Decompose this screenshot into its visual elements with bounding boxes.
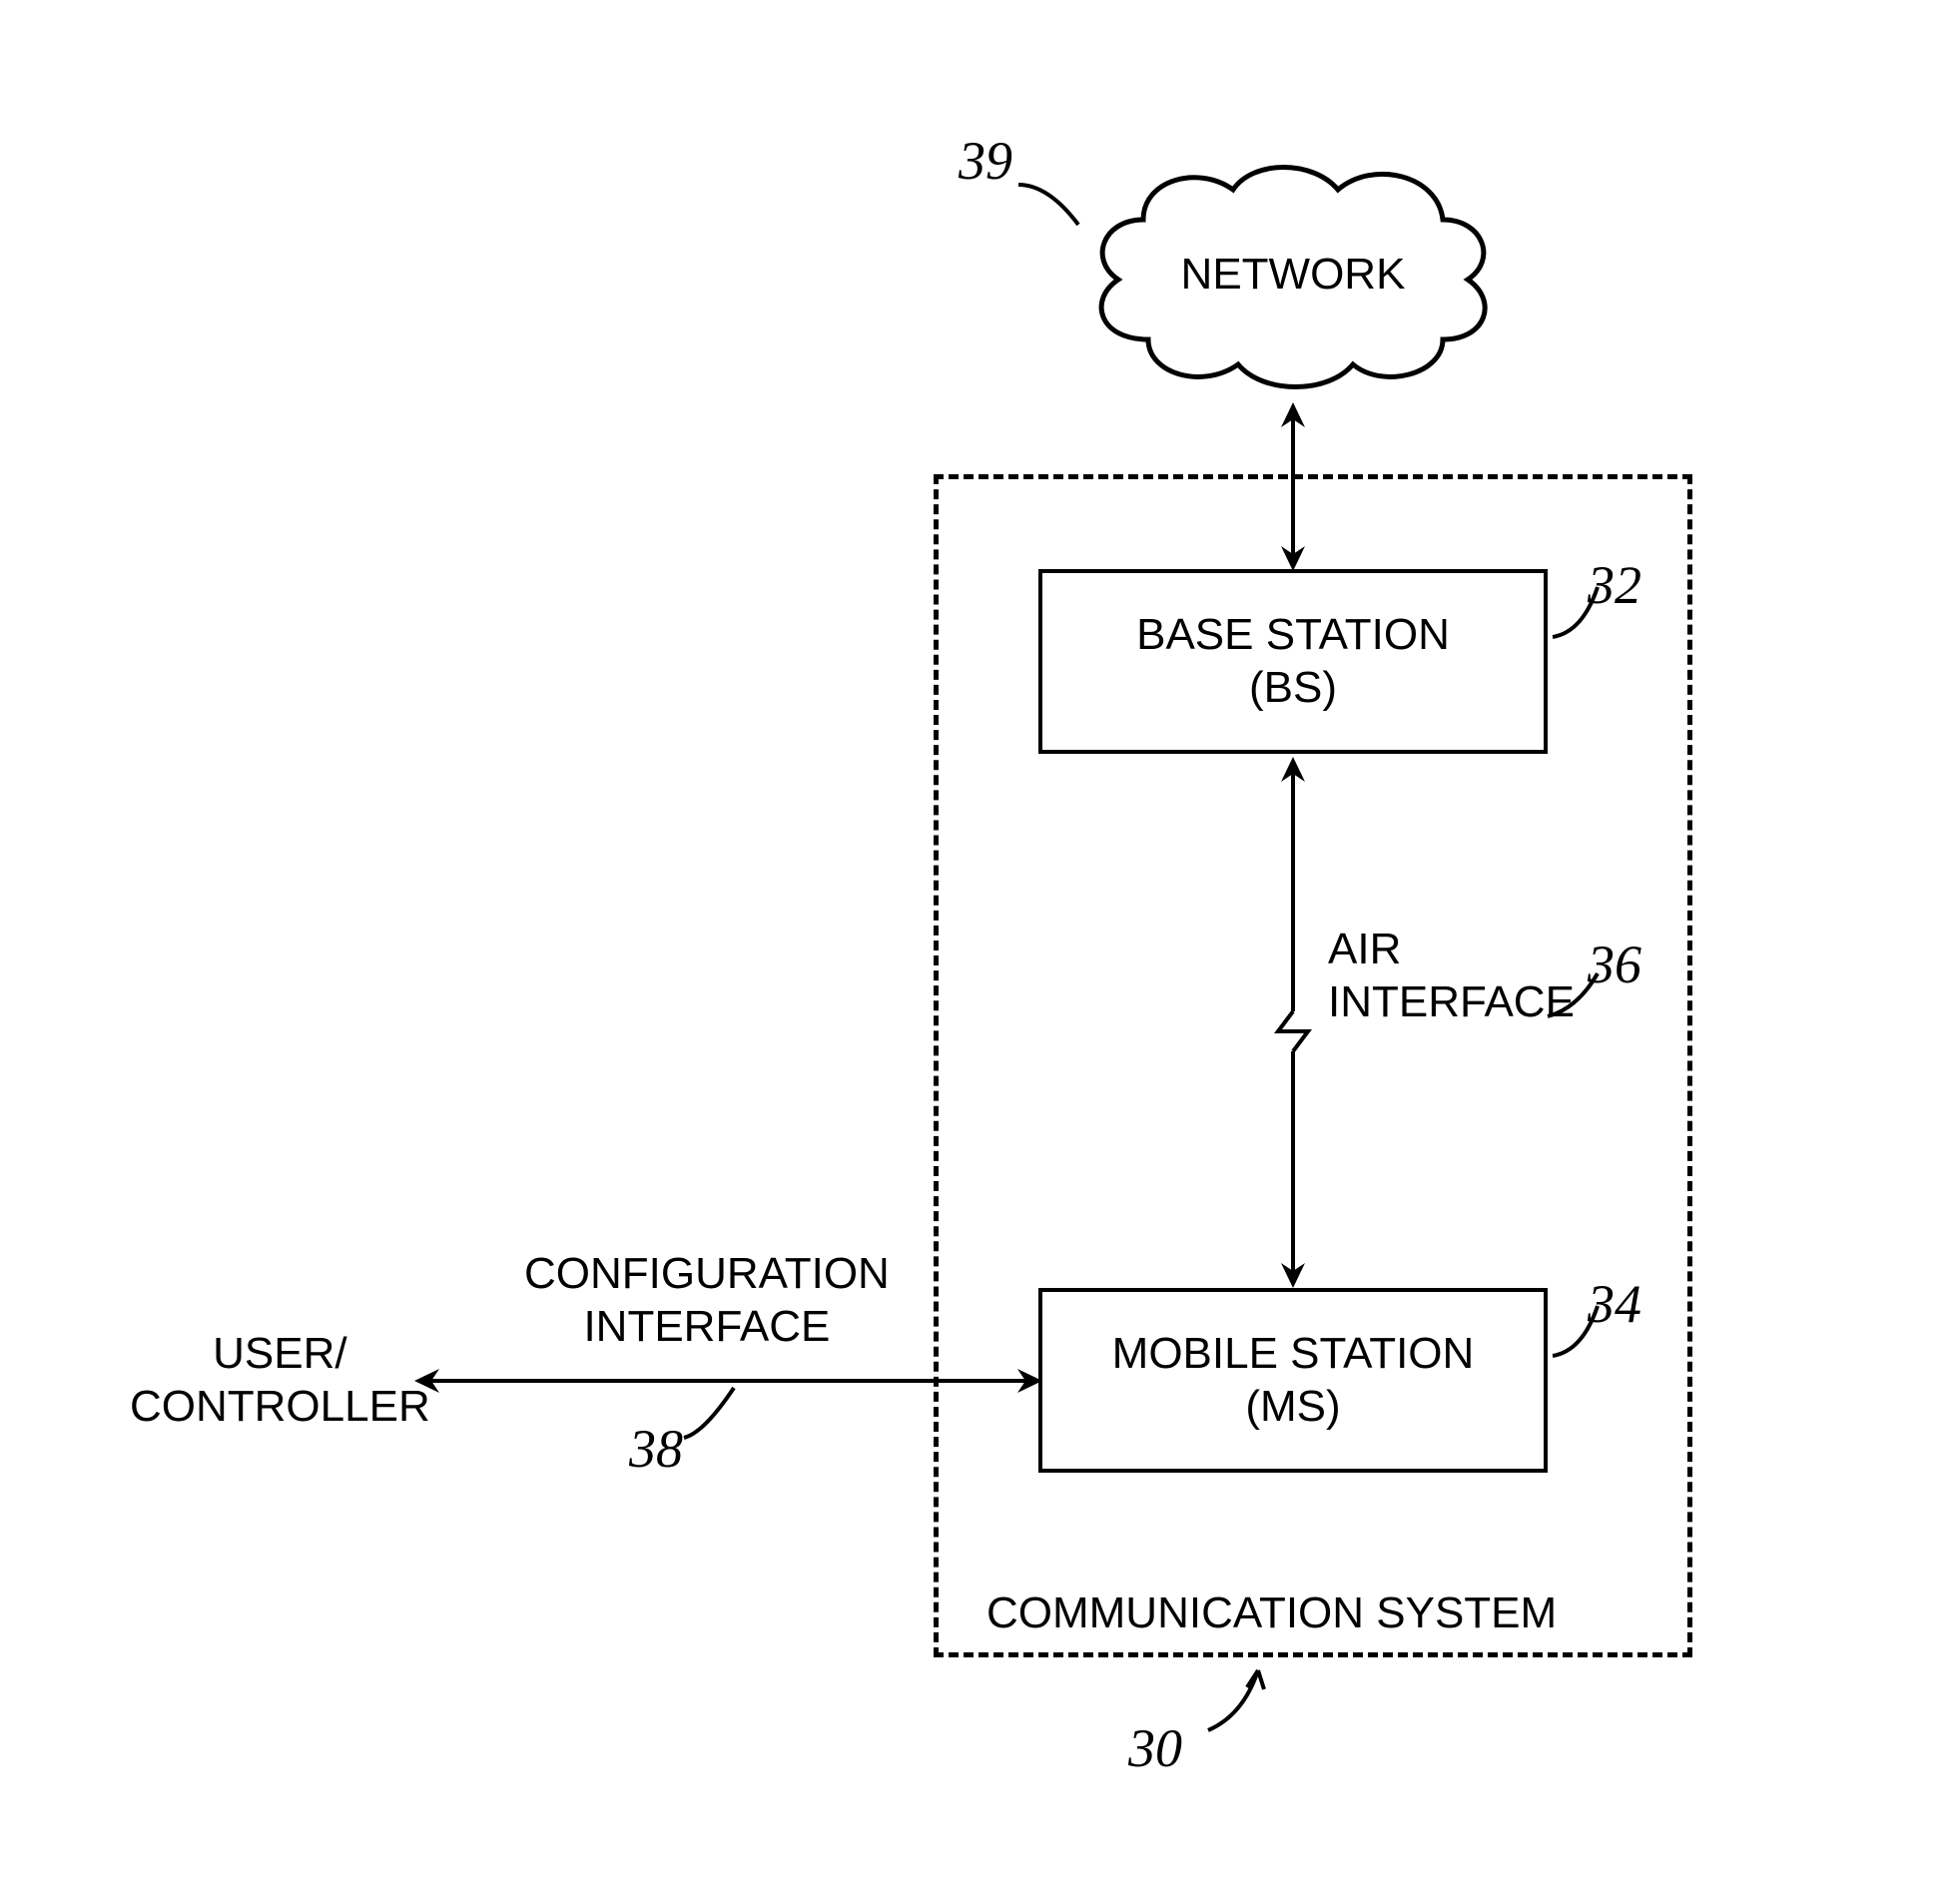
air-interface-label: AIR INTERFACE [1328, 924, 1575, 1029]
mobile-station-box: MOBILE STATION (MS) [1038, 1288, 1548, 1473]
arrow-bs-ms [1273, 754, 1313, 1293]
config-interface-label: CONFIGURATION INTERFACE [524, 1248, 890, 1354]
ref-38: 38 [629, 1418, 683, 1480]
arrow-net-bs [1273, 399, 1313, 574]
ref-39: 39 [959, 130, 1012, 192]
ref-36: 36 [1588, 934, 1641, 995]
ref-leader-30 [1173, 1665, 1273, 1735]
mobile-station-label: MOBILE STATION (MS) [1112, 1328, 1475, 1434]
base-station-box: BASE STATION (BS) [1038, 569, 1548, 754]
ref-30: 30 [1128, 1717, 1182, 1779]
ref-34: 34 [1588, 1273, 1641, 1335]
user-controller-label: USER/ CONTROLLER [130, 1328, 430, 1434]
base-station-label: BASE STATION (BS) [1136, 609, 1450, 715]
network-label: NETWORK [1181, 249, 1406, 302]
ref-32: 32 [1588, 554, 1641, 616]
network-cloud: NETWORK [1068, 145, 1518, 404]
communication-system-diagram: NETWORK 39 COMMUNICATION SYSTEM 30 BASE … [0, 0, 1960, 1896]
ref-leader-39 [1013, 180, 1103, 240]
comm-system-label: COMMUNICATION SYSTEM [979, 1587, 1565, 1640]
ref-leader-38 [679, 1383, 749, 1443]
